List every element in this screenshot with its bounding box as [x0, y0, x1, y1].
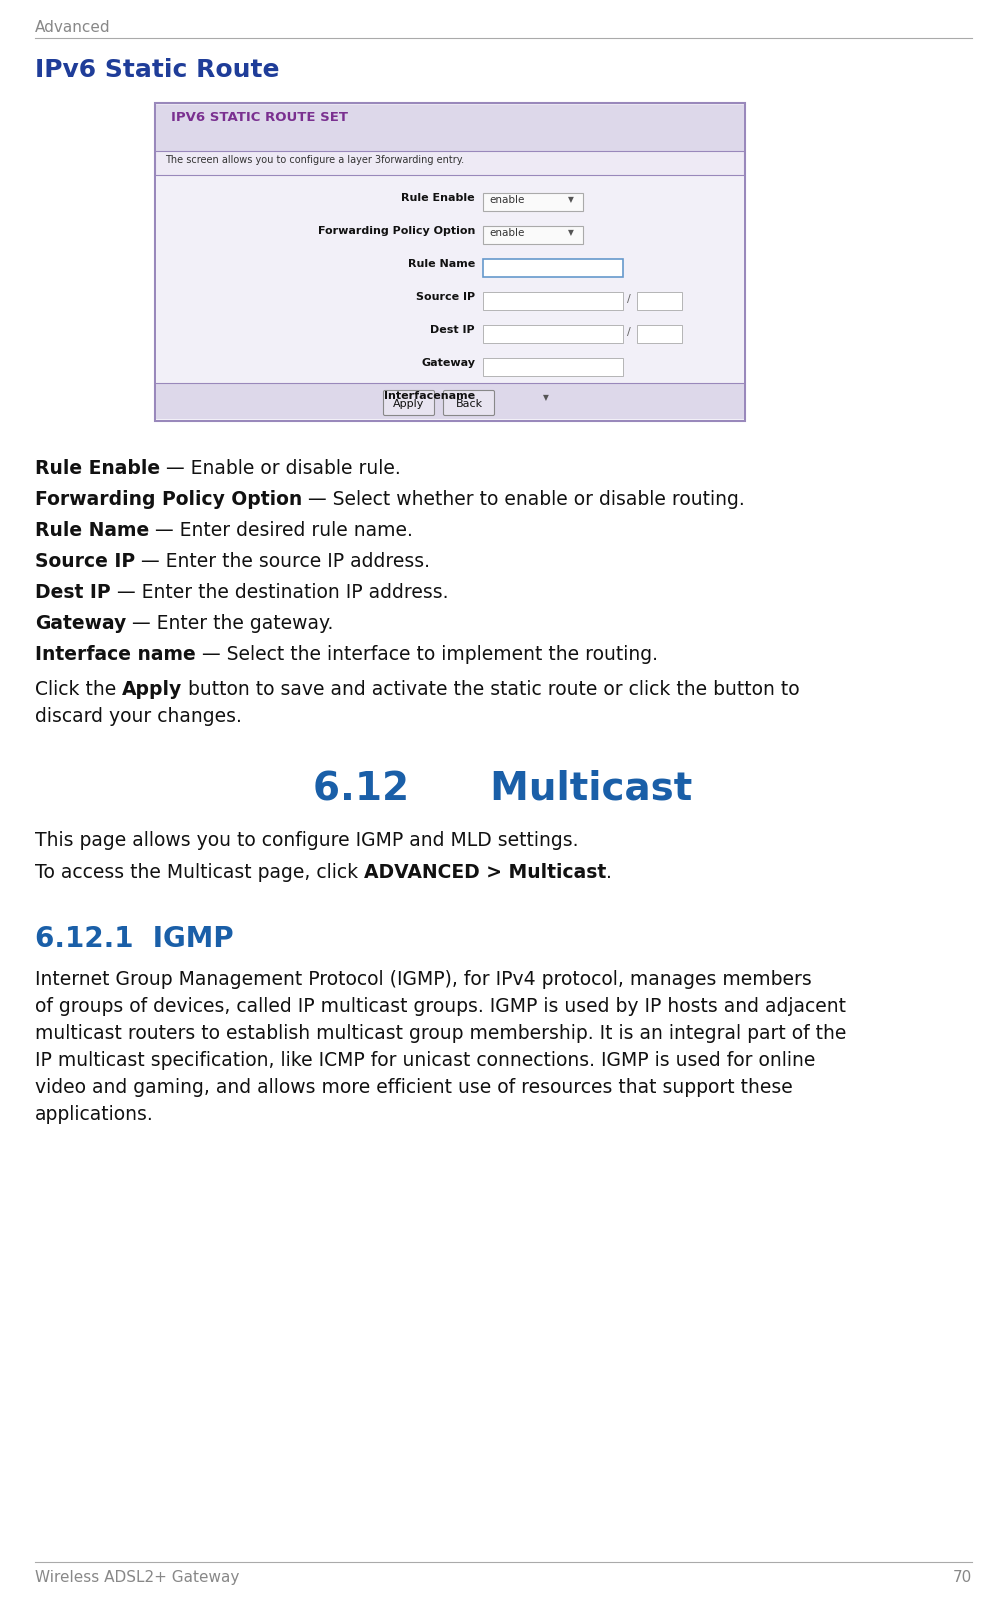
Text: Back: Back	[455, 399, 482, 409]
Text: Click the: Click the	[35, 680, 122, 699]
Text: discard your changes.: discard your changes.	[35, 707, 242, 727]
Bar	[156, 176, 744, 420]
FancyBboxPatch shape	[483, 358, 623, 375]
Text: — Select whether to enable or disable routing.: — Select whether to enable or disable ro…	[302, 490, 745, 509]
Text: — Enter the gateway.: — Enter the gateway.	[126, 613, 333, 632]
Bar	[156, 383, 744, 418]
Text: The screen allows you to configure a layer 3forwarding entry.: The screen allows you to configure a lay…	[165, 155, 464, 164]
Text: Advanced: Advanced	[35, 21, 111, 35]
Text: Rule Enable: Rule Enable	[35, 458, 160, 478]
Text: of groups of devices, called IP multicast groups. IGMP is used by IP hosts and a: of groups of devices, called IP multicas…	[35, 997, 846, 1016]
FancyBboxPatch shape	[637, 292, 682, 310]
Text: Source IP: Source IP	[35, 553, 135, 572]
Text: Dest IP: Dest IP	[430, 326, 475, 335]
Text: Apply: Apply	[394, 399, 425, 409]
Text: multicast routers to establish multicast group membership. It is an integral par: multicast routers to establish multicast…	[35, 1024, 846, 1043]
Text: IPv6 Static Route: IPv6 Static Route	[35, 57, 280, 81]
Text: /: /	[627, 327, 630, 337]
Text: — Enter the source IP address.: — Enter the source IP address.	[135, 553, 430, 572]
Text: ▼: ▼	[568, 228, 574, 236]
Text: — Select the interface to implement the routing.: — Select the interface to implement the …	[195, 645, 658, 664]
Text: IP multicast specification, like ICMP for unicast connections. IGMP is used for : IP multicast specification, like ICMP fo…	[35, 1051, 816, 1070]
Text: Apply: Apply	[122, 680, 182, 699]
Text: 70: 70	[953, 1570, 972, 1584]
Text: Source IP: Source IP	[416, 292, 475, 302]
Text: ▼: ▼	[568, 195, 574, 204]
Text: Gateway: Gateway	[421, 358, 475, 367]
FancyBboxPatch shape	[483, 193, 583, 211]
Text: Forwarding Policy Option: Forwarding Policy Option	[317, 227, 475, 236]
Text: ADVANCED > Multicast: ADVANCED > Multicast	[365, 862, 606, 882]
Text: Gateway: Gateway	[35, 613, 126, 632]
Text: IPV6 STATIC ROUTE SET: IPV6 STATIC ROUTE SET	[171, 112, 348, 125]
Text: .: .	[606, 862, 612, 882]
FancyBboxPatch shape	[483, 292, 623, 310]
Bar	[155, 102, 745, 422]
Text: 6.12      Multicast: 6.12 Multicast	[313, 770, 693, 806]
Text: Interfacename: Interfacename	[384, 391, 475, 401]
Text: — Enable or disable rule.: — Enable or disable rule.	[160, 458, 401, 478]
Text: enable: enable	[489, 195, 525, 204]
Text: button to save and activate the static route or click the button to: button to save and activate the static r…	[182, 680, 801, 699]
FancyBboxPatch shape	[483, 391, 558, 409]
Bar	[156, 105, 744, 152]
Text: To access the Multicast page, click: To access the Multicast page, click	[35, 862, 365, 882]
Text: Interface name: Interface name	[35, 645, 195, 664]
FancyBboxPatch shape	[483, 259, 623, 276]
Text: video and gaming, and allows more efficient use of resources that support these: video and gaming, and allows more effici…	[35, 1078, 793, 1097]
Text: applications.: applications.	[35, 1105, 154, 1124]
FancyBboxPatch shape	[483, 326, 623, 343]
Text: ▼: ▼	[543, 393, 549, 402]
Text: 6.12.1  IGMP: 6.12.1 IGMP	[35, 925, 234, 953]
Text: — Enter desired rule name.: — Enter desired rule name.	[149, 521, 413, 540]
Text: /: /	[627, 294, 630, 303]
FancyBboxPatch shape	[483, 227, 583, 244]
Text: Rule Enable: Rule Enable	[402, 193, 475, 203]
FancyBboxPatch shape	[384, 391, 434, 415]
Text: — Enter the destination IP address.: — Enter the destination IP address.	[111, 583, 448, 602]
Text: Wireless ADSL2+ Gateway: Wireless ADSL2+ Gateway	[35, 1570, 240, 1584]
Text: Rule Name: Rule Name	[35, 521, 149, 540]
Text: enable: enable	[489, 228, 525, 238]
Text: Internet Group Management Protocol (IGMP), for IPv4 protocol, manages members: Internet Group Management Protocol (IGMP…	[35, 969, 812, 989]
FancyBboxPatch shape	[637, 326, 682, 343]
FancyBboxPatch shape	[443, 391, 494, 415]
Text: Forwarding Policy Option: Forwarding Policy Option	[35, 490, 302, 509]
Text: This page allows you to configure IGMP and MLD settings.: This page allows you to configure IGMP a…	[35, 830, 578, 850]
Text: Rule Name: Rule Name	[408, 259, 475, 268]
Text: Dest IP: Dest IP	[35, 583, 111, 602]
